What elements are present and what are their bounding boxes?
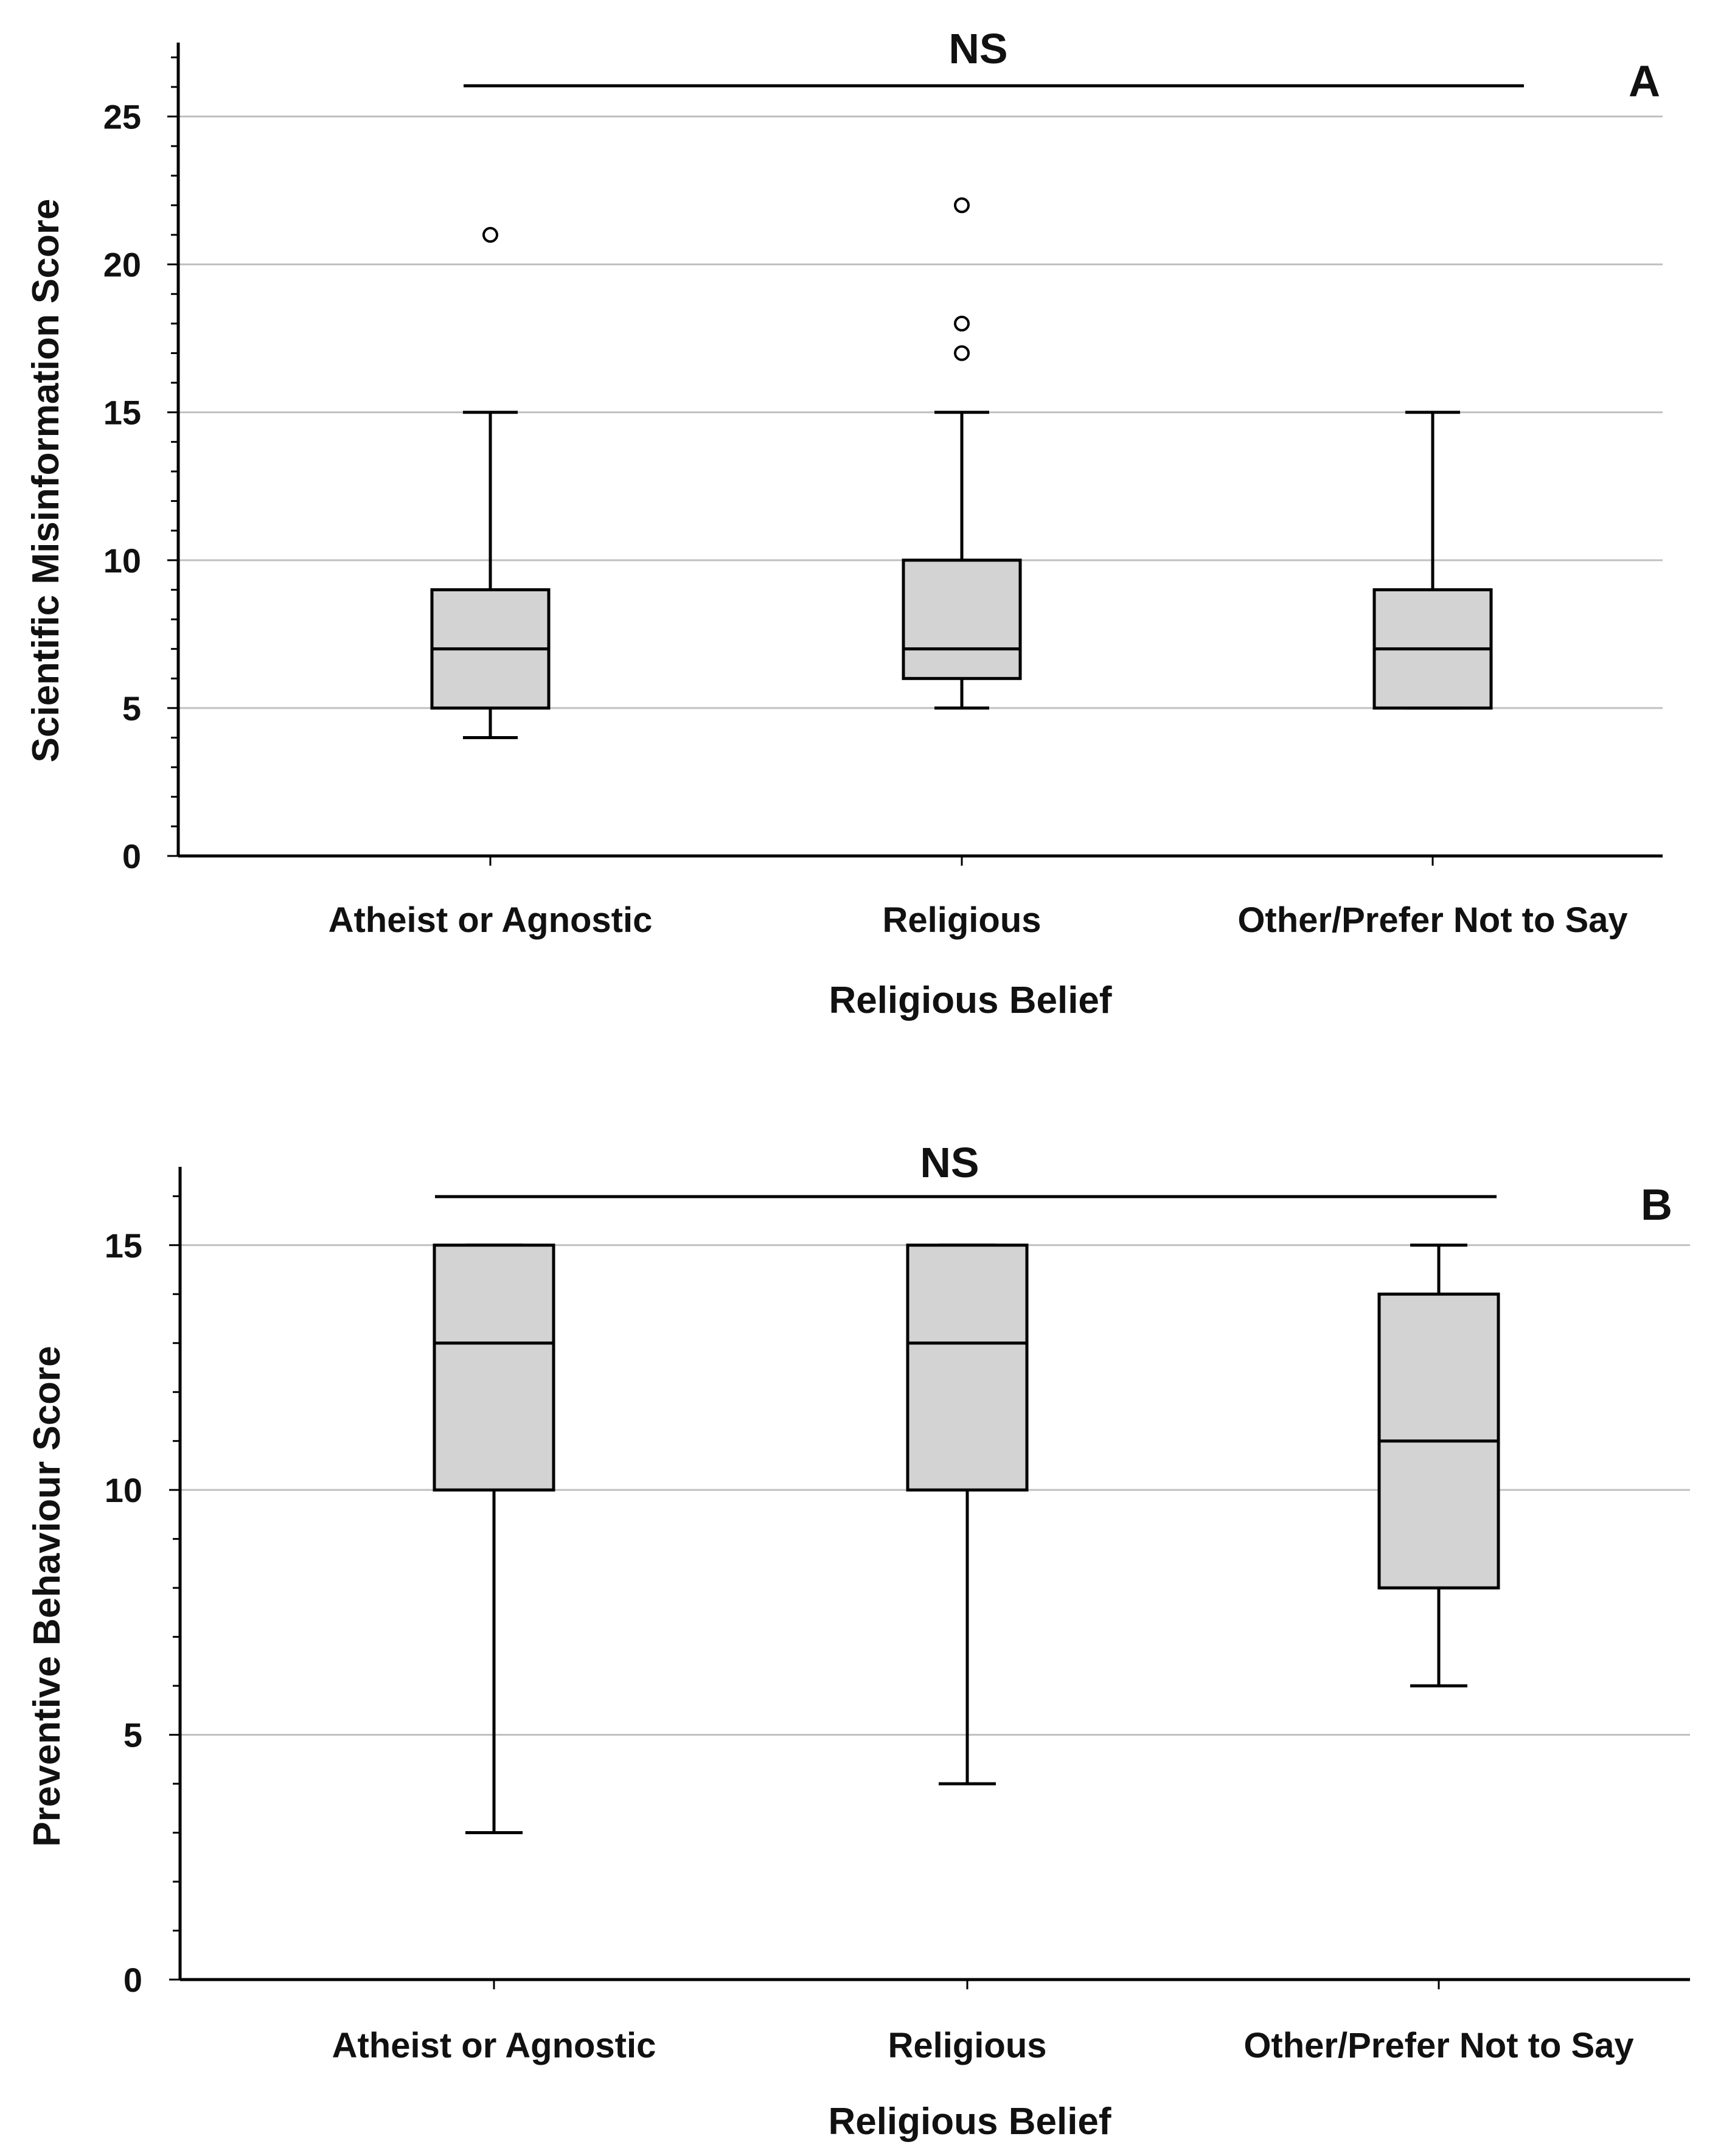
significance-label: NS <box>920 1139 979 1186</box>
box-group <box>430 197 1493 740</box>
box-iqr <box>433 1243 555 1492</box>
box-group <box>433 1243 1500 1835</box>
y-tick-label: 25 <box>103 98 141 136</box>
outlier-point <box>954 315 970 332</box>
box-iqr <box>906 1243 1029 1492</box>
box-2 <box>906 1243 1029 1786</box>
panel-letter: B <box>1641 1181 1672 1229</box>
y-tick-label: 15 <box>103 394 141 432</box>
category-label-religious: Religious <box>888 2026 1046 2065</box>
y-tick-label: 20 <box>103 246 141 284</box>
y-axis-title: Preventive Behaviour Score <box>26 1346 68 1847</box>
y-tick-label: 0 <box>123 1961 142 1999</box>
box-2 <box>902 197 1022 710</box>
category-label-atheist: Atheist or Agnostic <box>329 900 653 940</box>
significance-label: NS <box>948 25 1007 72</box>
axes: 0 5 10 15 <box>105 1167 1690 1999</box>
box-3 <box>1372 411 1493 710</box>
category-label-other: Other/Prefer Not to Say <box>1237 900 1627 940</box>
outlier-point <box>482 227 498 243</box>
category-label-other: Other/Prefer Not to Say <box>1243 2026 1633 2065</box>
outlier-point <box>954 345 970 361</box>
y-tick-label: 5 <box>122 689 141 728</box>
category-label-atheist: Atheist or Agnostic <box>332 2026 656 2065</box>
category-label-religious: Religious <box>882 900 1041 940</box>
y-tick-label: 0 <box>122 837 141 875</box>
outlier-point <box>954 197 970 214</box>
y-tick-label: 10 <box>103 541 141 580</box>
box-1 <box>433 1243 555 1835</box>
y-axis-title: Scientific Misinformation Score <box>25 199 67 763</box>
x-axis-title: Religious Belief <box>828 2101 1111 2143</box>
panel-letter: A <box>1629 57 1660 106</box>
panel-b: 0 5 10 15 NS B Religious Belief Preventive … <box>26 1139 1690 2143</box>
x-axis-title: Religious Belief <box>829 979 1111 1021</box>
y-tick-label: 5 <box>123 1716 142 1754</box>
y-tick-label: 10 <box>105 1471 142 1509</box>
box-iqr <box>902 558 1022 680</box>
axes: 0 5 10 15 20 25 <box>103 43 1663 875</box>
box-1 <box>430 227 551 740</box>
panel-a: 0 5 10 15 20 25 NS A Religious Belief Scienti… <box>25 25 1663 1021</box>
y-tick-label: 15 <box>105 1226 142 1265</box>
box-3 <box>1377 1243 1500 1688</box>
